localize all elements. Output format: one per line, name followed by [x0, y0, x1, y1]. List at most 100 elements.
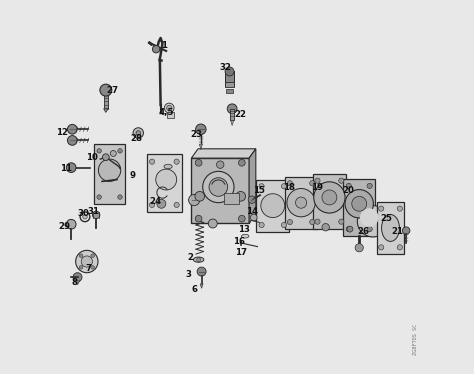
Text: 10: 10 [86, 153, 98, 162]
Circle shape [73, 273, 82, 282]
Circle shape [315, 219, 320, 224]
Text: 7: 7 [85, 264, 91, 273]
Circle shape [352, 196, 367, 211]
Circle shape [197, 258, 201, 261]
Ellipse shape [382, 215, 400, 241]
Circle shape [209, 178, 228, 196]
Polygon shape [200, 284, 203, 288]
Circle shape [346, 227, 351, 232]
Text: 9: 9 [130, 171, 136, 180]
Bar [376, 202, 404, 254]
Text: 25: 25 [380, 214, 392, 223]
Circle shape [345, 190, 374, 218]
Bar [256, 180, 289, 232]
Ellipse shape [241, 234, 249, 238]
Circle shape [118, 195, 122, 199]
Circle shape [195, 159, 202, 166]
Text: 31: 31 [88, 207, 100, 216]
Circle shape [248, 196, 255, 203]
Polygon shape [200, 144, 202, 150]
Text: 21: 21 [391, 227, 403, 236]
Circle shape [203, 171, 234, 203]
Circle shape [259, 184, 264, 189]
Text: 29: 29 [59, 222, 71, 231]
Circle shape [76, 250, 98, 273]
Polygon shape [231, 121, 234, 126]
Circle shape [322, 224, 329, 231]
Circle shape [339, 178, 344, 183]
Circle shape [225, 67, 234, 76]
Bar [104, 94, 108, 109]
Circle shape [315, 178, 320, 183]
Bar [285, 177, 318, 229]
Text: 27: 27 [106, 86, 118, 95]
Circle shape [66, 220, 76, 229]
Circle shape [379, 245, 384, 250]
Bar [146, 154, 182, 212]
Text: 4,5: 4,5 [158, 108, 174, 117]
Text: 22: 22 [235, 110, 247, 119]
Circle shape [67, 136, 77, 145]
Circle shape [360, 208, 379, 227]
Circle shape [110, 150, 116, 156]
Circle shape [238, 159, 245, 166]
Circle shape [397, 206, 402, 211]
Text: 6: 6 [191, 285, 197, 294]
Circle shape [282, 223, 287, 228]
Text: 32: 32 [220, 63, 232, 72]
Circle shape [367, 183, 372, 188]
Circle shape [397, 245, 402, 250]
Polygon shape [75, 281, 80, 285]
Circle shape [259, 223, 264, 228]
Text: 28: 28 [130, 134, 142, 143]
Text: 12: 12 [56, 129, 68, 138]
Circle shape [118, 148, 122, 153]
Circle shape [367, 227, 372, 232]
Circle shape [156, 169, 177, 190]
Circle shape [250, 214, 257, 221]
Circle shape [91, 266, 94, 269]
Circle shape [149, 159, 155, 164]
Circle shape [379, 206, 384, 211]
Circle shape [83, 215, 87, 219]
Text: 8: 8 [72, 278, 78, 286]
Text: 26: 26 [358, 227, 370, 236]
Bar [313, 174, 346, 229]
Text: 17: 17 [235, 248, 247, 257]
Circle shape [322, 190, 337, 205]
Circle shape [174, 202, 179, 208]
Circle shape [153, 45, 160, 53]
Circle shape [217, 161, 224, 168]
Circle shape [91, 254, 94, 258]
Circle shape [196, 124, 206, 135]
Text: 15: 15 [254, 186, 265, 195]
Circle shape [197, 267, 206, 276]
Circle shape [195, 191, 205, 201]
Circle shape [67, 125, 77, 134]
Text: ZG8FTOS SC: ZG8FTOS SC [413, 324, 419, 355]
Circle shape [174, 159, 179, 164]
Circle shape [355, 243, 363, 252]
Text: 20: 20 [343, 186, 355, 195]
Text: 13: 13 [238, 226, 250, 234]
Circle shape [79, 254, 83, 258]
Circle shape [314, 182, 345, 213]
Text: 2: 2 [187, 253, 193, 262]
Text: 3: 3 [185, 270, 191, 279]
Text: 18: 18 [283, 183, 295, 191]
Circle shape [133, 128, 144, 138]
Circle shape [100, 84, 112, 96]
Circle shape [136, 131, 140, 135]
Bar [224, 193, 239, 204]
Bar [343, 179, 375, 236]
Circle shape [92, 211, 100, 219]
Circle shape [99, 159, 121, 181]
Text: 30: 30 [78, 209, 90, 218]
Circle shape [228, 104, 237, 114]
Text: 19: 19 [311, 183, 323, 191]
Circle shape [236, 191, 246, 201]
Bar [94, 144, 126, 204]
Circle shape [149, 202, 155, 208]
Polygon shape [104, 109, 108, 113]
Circle shape [238, 215, 245, 222]
